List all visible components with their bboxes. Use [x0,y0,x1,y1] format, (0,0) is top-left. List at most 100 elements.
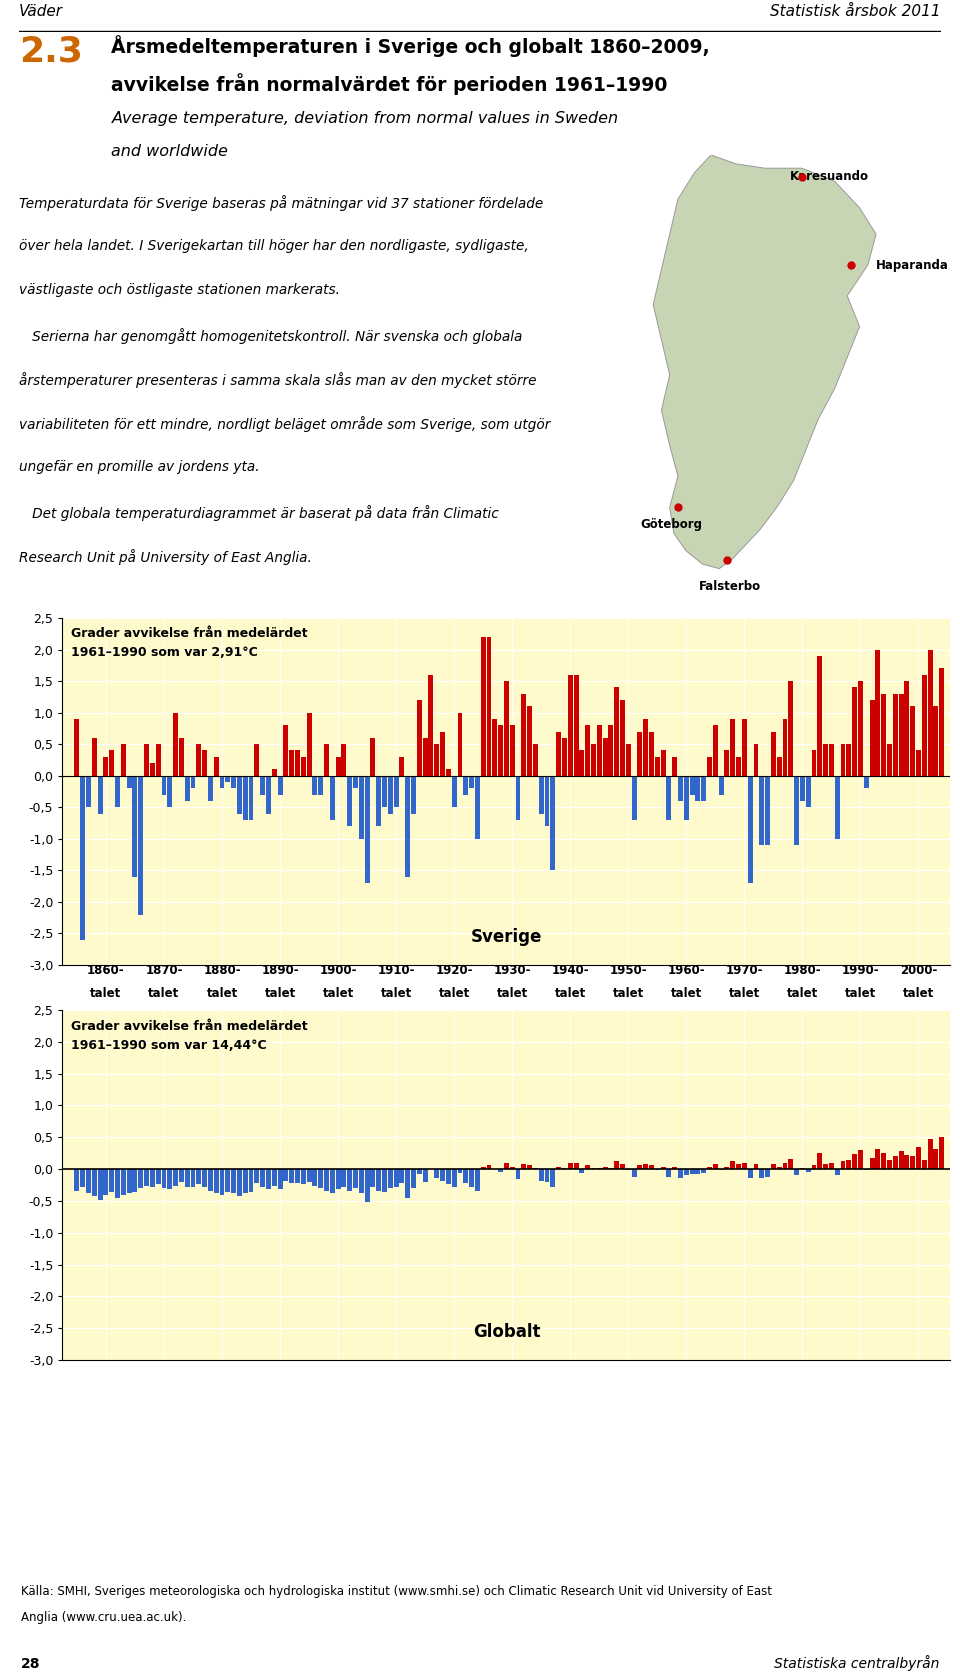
Bar [104,1169,108,1194]
Bar [539,776,543,814]
Text: talet: talet [206,987,238,1001]
Bar [365,1169,370,1202]
Bar [464,776,468,794]
Bar [660,751,665,776]
Bar [852,687,857,776]
Bar [672,1167,677,1169]
Bar [458,1169,463,1174]
Bar [324,1169,329,1190]
Bar [516,1169,520,1179]
Bar [916,1147,921,1169]
Bar [121,744,126,776]
Bar [586,1165,590,1169]
Text: 1900-: 1900- [320,964,357,977]
Bar [81,1169,85,1187]
Bar [161,776,166,794]
Bar [556,1167,561,1169]
Bar [870,1157,875,1169]
Text: variabiliteten för ett mindre, nordligt beläget område som Sverige, som utgör: variabiliteten för ett mindre, nordligt … [19,416,551,432]
Bar [864,776,869,789]
Bar [475,1169,480,1190]
Bar [516,776,520,819]
Text: Serierna har genomgått homogenitetskontroll. När svenska och globala: Serierna har genomgått homogenitetskontr… [19,327,522,344]
Bar [870,700,875,776]
Bar [754,744,758,776]
Bar [550,776,555,870]
Bar [318,776,324,794]
Bar [394,776,398,808]
Text: 1870-: 1870- [145,964,182,977]
Bar [260,776,265,794]
Bar [678,776,683,801]
Bar [708,1167,712,1169]
Bar [445,769,451,776]
Text: 1970-: 1970- [726,964,763,977]
Text: talet: talet [90,987,122,1001]
Bar [272,769,276,776]
Bar [771,1164,776,1169]
Bar [300,757,305,776]
Bar [231,776,236,789]
Bar [765,1169,770,1177]
Bar [86,1169,91,1194]
Bar [666,1169,671,1177]
Bar [295,751,300,776]
Bar [771,732,776,776]
Bar [464,1169,468,1184]
Text: västligaste och östligaste stationen markerats.: västligaste och östligaste stationen mar… [19,284,340,297]
Bar [910,1157,915,1169]
Bar [759,776,764,845]
Bar [492,719,497,776]
Bar [312,776,318,794]
Bar [388,1169,393,1189]
Text: Sverige: Sverige [470,928,542,945]
Bar [708,757,712,776]
Bar [295,1169,300,1184]
Bar [748,776,753,883]
Bar [266,776,271,814]
Text: Göteborg: Göteborg [641,519,703,531]
Bar [289,1169,294,1184]
Bar [452,776,457,808]
Text: 1930-: 1930- [493,964,531,977]
Bar [92,737,97,776]
Bar [260,1169,265,1187]
Bar [249,1169,253,1192]
Bar [150,764,155,776]
Text: talet: talet [264,987,296,1001]
Bar [777,757,781,776]
Bar [434,744,440,776]
Text: talet: talet [555,987,586,1001]
Bar [498,725,503,776]
Bar [748,1169,753,1179]
Text: Statistisk årsbok 2011: Statistisk årsbok 2011 [770,3,941,18]
Bar [922,1160,926,1169]
Text: 1960-: 1960- [667,964,706,977]
Bar [411,1169,416,1189]
Bar [713,725,718,776]
Bar [469,1169,474,1187]
Text: 1980-: 1980- [783,964,821,977]
Bar [736,757,741,776]
Bar [376,776,381,826]
Bar [660,1167,665,1169]
Bar [841,1162,846,1169]
Text: Research Unit på University of East Anglia.: Research Unit på University of East Angl… [19,549,312,564]
Bar [440,1169,445,1180]
Bar [695,1169,701,1174]
Bar [573,1164,579,1169]
Text: 1990-: 1990- [842,964,879,977]
Bar [643,719,648,776]
Text: Falsterbo: Falsterbo [699,579,760,593]
Text: talet: talet [149,987,180,1001]
Bar [190,1169,196,1187]
Bar [562,737,567,776]
Bar [828,1164,834,1169]
Text: talet: talet [671,987,702,1001]
Bar [104,757,108,776]
Bar [939,668,945,776]
Bar [359,1169,364,1194]
Bar [75,1169,80,1192]
Bar [510,725,515,776]
Bar [904,682,909,776]
